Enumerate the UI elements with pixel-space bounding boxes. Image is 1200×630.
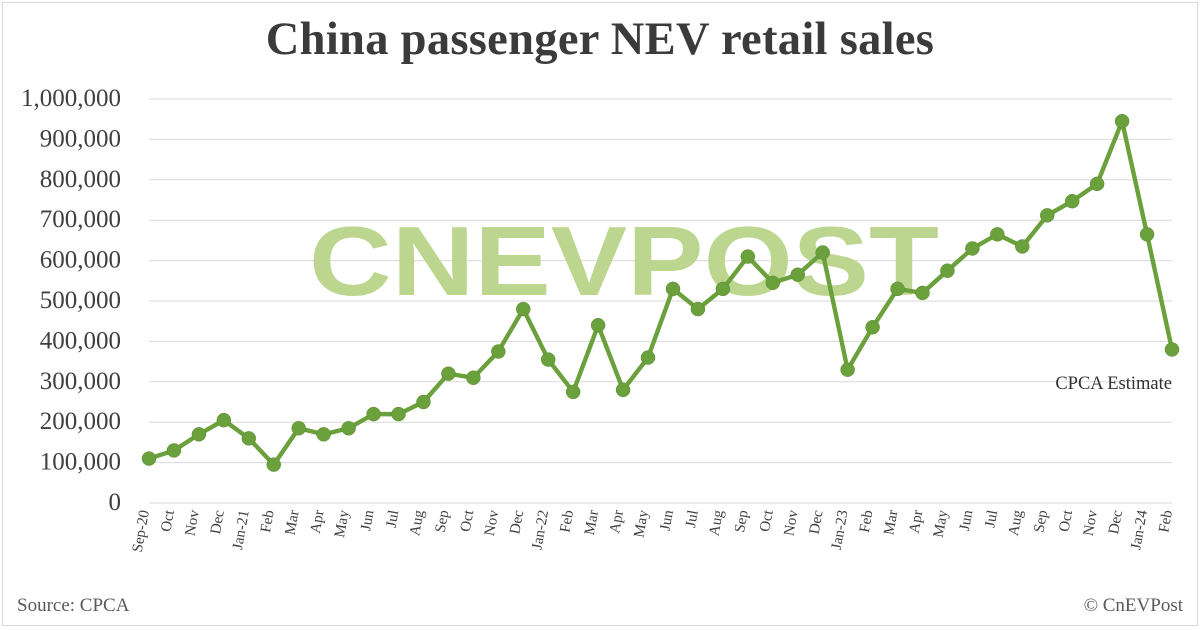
svg-text:Feb: Feb <box>258 509 278 534</box>
svg-text:Jan-23: Jan-23 <box>829 509 852 551</box>
svg-text:Apr: Apr <box>308 509 328 535</box>
svg-text:Oct: Oct <box>1057 508 1077 533</box>
svg-text:500,000: 500,000 <box>40 287 121 314</box>
svg-text:Aug: Aug <box>707 508 727 537</box>
svg-text:100,000: 100,000 <box>40 449 121 476</box>
svg-text:Nov: Nov <box>1081 508 1101 537</box>
svg-text:May: May <box>931 508 952 538</box>
svg-text:Aug: Aug <box>1006 508 1026 537</box>
svg-text:Jan-22: Jan-22 <box>529 509 552 551</box>
svg-text:0: 0 <box>109 489 122 516</box>
svg-text:Sep-20: Sep-20 <box>130 509 153 554</box>
svg-text:Jul: Jul <box>982 509 1001 529</box>
svg-text:Mar: Mar <box>582 509 602 536</box>
svg-text:Mar: Mar <box>881 509 901 536</box>
svg-text:Mar: Mar <box>283 509 303 536</box>
svg-text:Nov: Nov <box>781 508 801 537</box>
svg-text:Feb: Feb <box>1156 509 1176 534</box>
svg-text:Oct: Oct <box>458 508 478 533</box>
svg-text:Jun: Jun <box>358 508 377 532</box>
svg-text:Dec: Dec <box>208 509 228 536</box>
svg-text:Nov: Nov <box>183 508 203 537</box>
svg-text:Oct: Oct <box>158 508 178 533</box>
svg-text:1,000,000: 1,000,000 <box>21 85 121 112</box>
svg-text:CPCA Estimate: CPCA Estimate <box>1055 374 1172 394</box>
svg-text:Dec: Dec <box>807 509 827 536</box>
svg-text:Sep: Sep <box>1031 509 1051 534</box>
svg-text:Jun: Jun <box>957 508 976 532</box>
svg-text:800,000: 800,000 <box>40 166 121 193</box>
svg-text:Feb: Feb <box>557 509 577 534</box>
svg-text:Sep: Sep <box>433 509 453 534</box>
svg-text:Nov: Nov <box>482 508 502 537</box>
svg-text:900,000: 900,000 <box>40 125 121 152</box>
svg-text:May: May <box>631 508 652 538</box>
svg-text:Feb: Feb <box>857 509 877 534</box>
svg-text:Jul: Jul <box>683 509 702 529</box>
svg-text:400,000: 400,000 <box>40 327 121 354</box>
svg-text:Jun: Jun <box>658 508 677 532</box>
svg-text:Jan-24: Jan-24 <box>1128 508 1151 551</box>
svg-text:Dec: Dec <box>507 509 527 536</box>
svg-text:Oct: Oct <box>757 508 777 533</box>
svg-text:300,000: 300,000 <box>40 368 121 395</box>
svg-text:Jul: Jul <box>384 509 403 529</box>
svg-text:Aug: Aug <box>407 508 427 537</box>
svg-text:Sep: Sep <box>732 509 752 534</box>
svg-text:200,000: 200,000 <box>40 408 121 435</box>
svg-text:Apr: Apr <box>907 509 927 535</box>
svg-text:May: May <box>332 508 353 538</box>
svg-text:Apr: Apr <box>607 509 627 535</box>
svg-text:700,000: 700,000 <box>40 206 121 233</box>
svg-text:600,000: 600,000 <box>40 247 121 274</box>
svg-text:Dec: Dec <box>1106 509 1126 536</box>
svg-text:Jan-21: Jan-21 <box>230 509 253 551</box>
svg-text:CNEVPOST: CNEVPOST <box>309 206 939 316</box>
